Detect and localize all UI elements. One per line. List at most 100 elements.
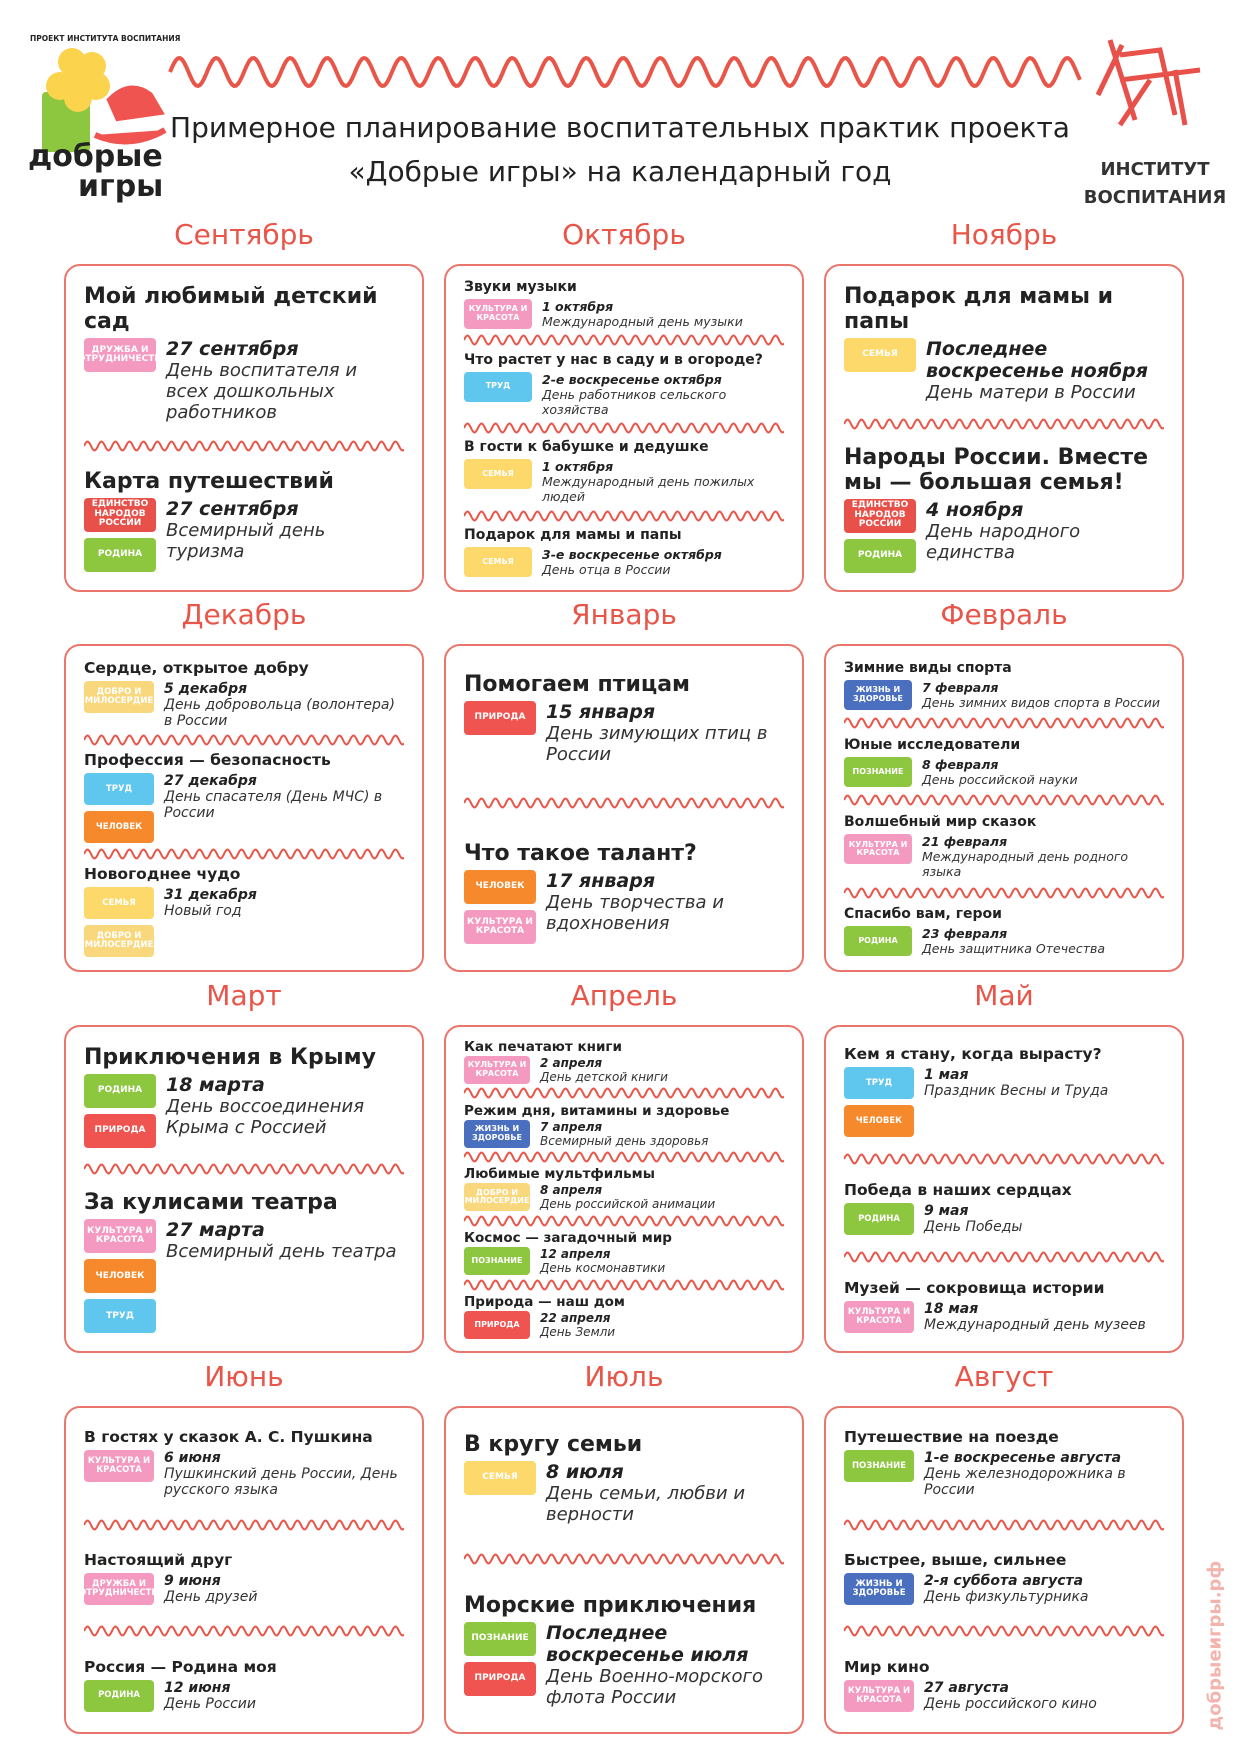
tag-list: КУЛЬТУРА И КРАСОТА — [844, 1301, 914, 1333]
event: Космос — загадочный мир ПОЗНАНИЕ 12 апреля… — [464, 1230, 784, 1276]
wave-divider — [844, 1625, 1164, 1637]
event-desc: День работников сельского хозяйства — [542, 386, 727, 417]
event-desc: Международный день пожилых людей — [542, 474, 755, 505]
event-date: 27 августа — [924, 1679, 1009, 1696]
tag-list: ЖИЗНЬ И ЗДОРОВЬЕ — [464, 1119, 530, 1148]
event-date: 8 апреля — [540, 1183, 603, 1198]
event-date: 21 февраля — [922, 834, 1008, 850]
event-desc: День зимних видов спорта в России — [922, 694, 1161, 710]
event-text: 2-е воскресенье октября День работников с… — [542, 372, 784, 417]
month-name: Июль — [584, 1360, 664, 1393]
tag: ЧЕЛОВЕК — [464, 870, 536, 904]
event-date: 27 декабря — [164, 772, 257, 789]
event-title: Звуки музыки — [464, 278, 577, 295]
tag-list: ПРИРОДА — [464, 701, 536, 765]
title-line: Примерное планирование воспитательных пр… — [170, 111, 1070, 144]
month-name: Май — [974, 979, 1034, 1012]
event-title: Настоящий друг — [84, 1550, 233, 1569]
event-row: ТРУД ЧЕЛОВЕК 27 декабря День спасателя (Ден… — [84, 772, 404, 843]
tag: ДОБРО И МИЛОСЕРДИЕ — [464, 1183, 530, 1212]
event-title: Волшебный мир сказок — [844, 814, 1037, 831]
event-title: Карта путешествий — [84, 468, 334, 494]
month-card: Помогаем птицам ПРИРОДА 15 января День зиму… — [444, 644, 804, 972]
event-title: В гостях у сказок А. С. Пушкина — [84, 1428, 373, 1447]
event: Юные исследователи ПОЗНАНИЕ 8 февраля День … — [844, 737, 1164, 787]
month-card: Мой любимый детский сад ДРУЖБА И СОТРУДНИ… — [64, 264, 424, 592]
tag: ДОБРО И МИЛОСЕРДИЕ — [84, 925, 154, 958]
event: Профессия — безопасность ТРУД ЧЕЛОВЕК 27 де… — [84, 751, 404, 843]
event-date: 7 апреля — [540, 1119, 603, 1134]
event: Мир кино КУЛЬТУРА И КРАСОТА 27 августа День… — [844, 1658, 1164, 1712]
event-desc: День добровольца (волонтера) в России — [164, 696, 395, 729]
event-row: ДРУЖБА И СОТРУДНИЧЕСТВО 27 сентября День в… — [71, 338, 404, 423]
tag: КУЛЬТУРА И КРАСОТА — [844, 834, 912, 865]
event-desc: Новый год — [164, 903, 242, 920]
tag: ЧЕЛОВЕК — [844, 1105, 914, 1137]
event-text: 31 декабря Новый год — [164, 887, 257, 957]
event-title: Спасибо вам, герои — [844, 906, 1002, 923]
wave-divider — [464, 1279, 784, 1291]
month-name: Сентябрь — [174, 218, 314, 251]
event-row: ЕДИНСТВО НАРОДОВ РОССИИ РОДИНА 27 сентября… — [84, 497, 404, 572]
tag-list: ПОЗНАНИЕ — [844, 1450, 914, 1498]
event-title: За кулисами театра — [84, 1190, 338, 1216]
event-text: 9 мая День Победы — [924, 1203, 1022, 1235]
event: Быстрее, выше, сильнее ЖИЗНЬ И ЗДОРОВЬЕ 2-… — [844, 1551, 1164, 1605]
event-date: 12 июня — [164, 1679, 231, 1696]
wave-divider — [464, 1087, 784, 1099]
event: Кем я стану, когда вырасту? ТРУД ЧЕЛОВЕК 1 … — [844, 1045, 1164, 1137]
logo-horse — [93, 85, 167, 145]
event-desc: День матери в России — [926, 381, 1136, 403]
event-row: РОДИНА 12 июня День России — [84, 1679, 404, 1712]
tag-list: СЕМЬЯ — [464, 459, 532, 504]
tag-list: КУЛЬТУРА И КРАСОТА — [84, 1450, 154, 1498]
event: Любимые мультфильмы ДОБРО И МИЛОСЕРДИЕ 8 а… — [464, 1166, 784, 1212]
tag-list: КУЛЬТУРА И КРАСОТА — [464, 1055, 530, 1084]
event-text: 15 января День зимующих птиц в России — [546, 701, 784, 765]
event-desc: Праздник Весны и Труда — [924, 1083, 1109, 1099]
event-date: 27 сентября — [166, 338, 299, 361]
title: Примерное планирование воспитательных пр… — [170, 106, 1070, 194]
tag: КУЛЬТУРА И КРАСОТА — [84, 1219, 156, 1254]
event-text: Последнее воскресенье июля День Военно-мо… — [546, 1622, 784, 1708]
event-desc: Пушкинский день России, День русского яз… — [164, 1466, 398, 1499]
event-title: Подарок для мамы и папы — [464, 527, 682, 544]
tag: РОДИНА — [84, 1073, 156, 1108]
event-row: ЕДИНСТВО НАРОДОВ РОССИИ РОДИНА 4 ноября Ден… — [844, 498, 1164, 573]
month-card: Подарок для мамы и папы СЕМЬЯ Последнее во… — [824, 264, 1184, 592]
event-row: ДОБРО И МИЛОСЕРДИЕ 8 апреля День российско… — [464, 1183, 784, 1212]
event-desc: День семьи, любви и верности — [546, 1483, 746, 1525]
tag: ПОЗНАНИЕ — [464, 1622, 536, 1656]
tag: ДОБРО И МИЛОСЕРДИЕ — [84, 680, 154, 713]
event-date: 6 июня — [164, 1450, 221, 1467]
tag: РОДИНА — [84, 537, 156, 572]
event-text: 6 июня Пушкинский день России, День русск… — [164, 1450, 404, 1498]
event: В гостях у сказок А. С. Пушкина КУЛЬТУРА … — [84, 1428, 404, 1498]
event: Как печатают книги КУЛЬТУРА И КРАСОТА 2 ап… — [464, 1039, 784, 1084]
tag: РОДИНА — [84, 1679, 154, 1712]
event-desc: День творчества и вдохновения — [546, 892, 724, 934]
logo-text-2: игры — [78, 169, 164, 204]
event-row: КУЛЬТУРА И КРАСОТА 27 августа День российс… — [844, 1679, 1164, 1712]
event-text: 1 октября Международный день музыки — [542, 299, 743, 329]
event-date: 9 мая — [924, 1203, 969, 1219]
wave-divider — [84, 440, 404, 452]
event-text: 12 июня День России — [164, 1680, 256, 1712]
event-row: ПОЗНАНИЕ 8 февраля День российской науки — [844, 756, 1164, 787]
tag: КУЛЬТУРА И КРАСОТА — [844, 1679, 914, 1712]
month-card: Зимние виды спорта ЖИЗНЬ И ЗДОРОВЬЕ 7 февр… — [824, 644, 1184, 972]
event-row: СЕМЬЯ Последнее воскресенье ноября День ма… — [844, 337, 1164, 403]
logo-text-1: добрые — [28, 139, 163, 174]
event-row: КУЛЬТУРА И КРАСОТА 21 февраля Международны… — [844, 834, 1164, 879]
event-desc: День народного единства — [926, 520, 1081, 563]
event-date: 22 апреля — [540, 1311, 611, 1326]
event-text: 3-е воскресенье октября День отца в Росси… — [542, 547, 722, 577]
event: Режим дня, витамины и здоровье ЖИЗНЬ И ЗД… — [464, 1103, 784, 1148]
event-row: ТРУД ЧЕЛОВЕК 1 мая Праздник Весны и Труда — [844, 1067, 1164, 1137]
event: Спасибо вам, герои РОДИНА 23 февраля День з… — [844, 906, 1164, 957]
month-card: Путешествие на поезде ПОЗНАНИЕ 1-е воскрес… — [824, 1406, 1184, 1734]
event-title: Подарок для мамы и папы — [844, 283, 1114, 334]
event-row: КУЛЬТУРА И КРАСОТА 2 апреля День детской к… — [464, 1055, 784, 1084]
tag: ПОЗНАНИЕ — [464, 1247, 530, 1276]
event-title: Сердце, открытое добру — [84, 658, 309, 677]
